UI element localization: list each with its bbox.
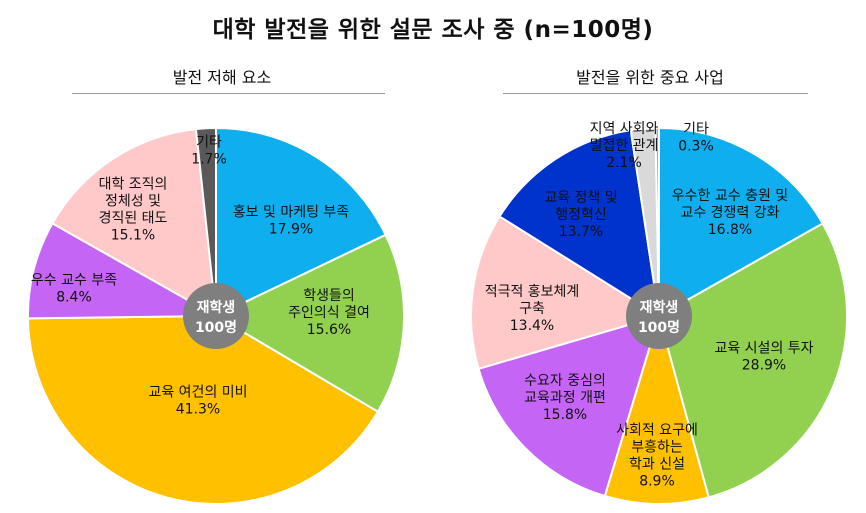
left-slice-label-4-2: 경직된 태도 [99, 211, 168, 227]
right-slice-label-2-2: 학과 신설 [629, 457, 685, 473]
right-slice-label-3-1: 교육과정 개편 [524, 390, 606, 406]
right-slice-label-7-0: 기타 [683, 122, 709, 138]
right-pie-slice-4 [470, 215, 662, 371]
left-pie-slice-5 [194, 126, 217, 317]
left-slice-label-4-1: 정체성 및 [105, 194, 161, 210]
left-slice-value-3: 8.4% [56, 290, 92, 306]
right-slice-value-2: 8.9% [639, 474, 675, 490]
right-slice-value-5: 13.7% [559, 224, 603, 240]
right-slice-value-7: 0.3% [678, 139, 714, 155]
left-slice-label-1-1: 주인의식 결여 [288, 305, 370, 321]
right-pie-slice-7 [654, 126, 660, 317]
left-center-label-0: 재학생 [197, 300, 236, 316]
right-center-label-0: 재학생 [640, 300, 679, 316]
left-title-rule [72, 93, 385, 94]
right-pie-slice-5 [498, 129, 661, 319]
right-center-label-1: 100명 [638, 319, 680, 336]
left-slice-value-2: 41.3% [176, 402, 220, 418]
right-slice-value-0: 16.8% [708, 222, 752, 238]
right-slice-label-4-0: 적극적 홍보체계 [485, 284, 580, 300]
left-pie-slice-2 [26, 314, 380, 505]
left-slice-value-0: 17.9% [269, 222, 313, 238]
right-chart-title: 발전을 위한 중요 사업 [576, 68, 724, 87]
right-slice-label-6-1: 밀접한 관계 [590, 138, 659, 154]
left-slice-label-0-0: 홍보 및 마케팅 부족 [233, 205, 350, 221]
left-slice-label-4-0: 대학 조직의 [99, 177, 168, 193]
main-title: 대학 발전을 위한 설문 조사 중 (n=100명) [212, 17, 654, 43]
right-slice-label-2-1: 부흥하는 [631, 440, 683, 456]
right-slice-label-2-0: 사회적 요구에 [616, 423, 698, 439]
right-slice-value-3: 15.8% [543, 407, 587, 423]
left-slice-label-1-0: 학생들의 [303, 288, 355, 304]
right-slice-value-6: 2.1% [606, 155, 642, 171]
right-title-rule [503, 93, 808, 94]
left-slice-label-3-0: 우수 교수 부족 [31, 273, 117, 289]
left-center-label-1: 100명 [195, 319, 237, 336]
left-pie-slice-1 [213, 233, 405, 414]
right-slice-label-6-0: 지역 사회와 [590, 121, 659, 137]
right-slice-label-4-1: 구축 [519, 301, 545, 317]
left-slice-value-5: 1.7% [191, 152, 227, 168]
right-slice-label-0-0: 우수한 교수 충원 및 [672, 188, 788, 204]
left-slice-label-2-0: 교육 여건의 미비 [148, 385, 247, 401]
right-slice-label-3-0: 수요자 중심의 [524, 373, 606, 389]
right-pie-slice-1 [657, 222, 848, 499]
right-slice-label-5-0: 교육 정책 및 [544, 190, 617, 206]
left-slice-label-5-0: 기타 [196, 135, 222, 151]
right-slice-value-1: 28.9% [742, 358, 786, 374]
right-slice-label-1-0: 교육 시설의 투자 [714, 341, 813, 357]
left-pie-slice-0 [215, 126, 387, 318]
left-center-circle [183, 283, 249, 349]
left-slice-value-4: 15.1% [111, 228, 155, 244]
right-center-circle [626, 283, 692, 349]
left-chart-title: 발전 저해 요소 [172, 68, 272, 87]
right-slice-value-4: 13.4% [510, 318, 554, 334]
right-slice-label-5-1: 행정혁신 [555, 207, 607, 223]
right-pie-slice-3 [477, 314, 661, 498]
right-pie-slice-2 [603, 312, 710, 505]
left-slice-value-1: 15.6% [307, 322, 351, 338]
left-pie-slice-4 [51, 127, 218, 318]
right-pie-slice-0 [658, 126, 825, 318]
right-slice-label-0-1: 교수 경쟁력 강화 [680, 205, 779, 221]
left-pie-slice-3 [27, 222, 220, 320]
